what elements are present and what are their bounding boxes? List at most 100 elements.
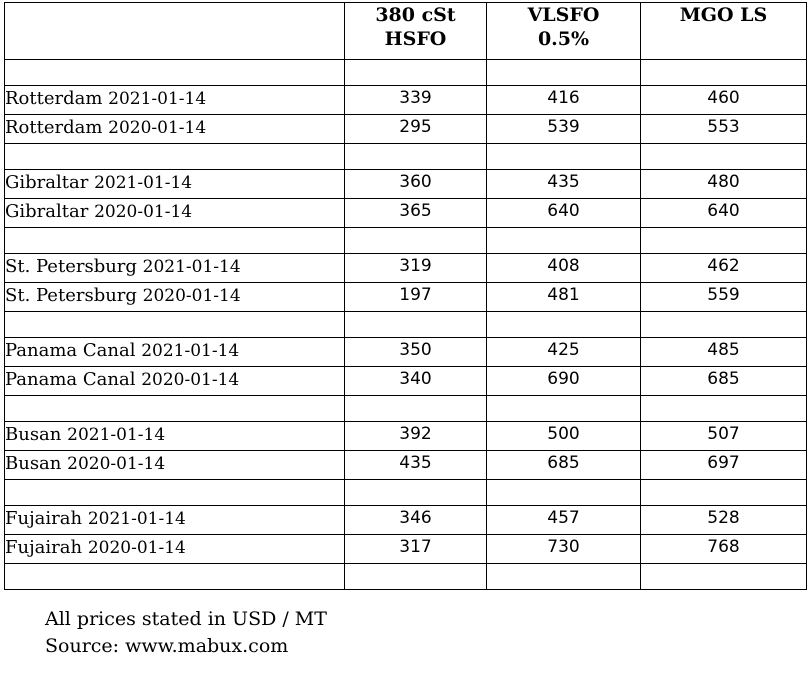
price-date: 2020-01-14 [141, 370, 240, 390]
price-date: 2020-01-14 [87, 538, 186, 558]
vlsfo-price-cell: 690 [486, 366, 641, 396]
hsfo-price-cell: 319 [344, 253, 487, 283]
mgo-price-cell: 528 [640, 505, 807, 535]
mgo-price-cell: 480 [640, 169, 807, 199]
hsfo-price-cell: 392 [344, 421, 487, 451]
table-row: Busan 2021-01-14 392 500 507 [4, 421, 807, 451]
price-date: 2021-01-14 [87, 509, 186, 529]
hsfo-price-cell: 197 [344, 282, 487, 312]
table-row: Busan 2020-01-14 435 685 697 [4, 450, 807, 480]
port-cell: Panama Canal 2021-01-14 [4, 337, 345, 367]
vlsfo-price-cell: 408 [486, 253, 641, 283]
mgo-price-cell: 485 [640, 337, 807, 367]
empty-cell [4, 59, 345, 86]
mgo-price-cell: 507 [640, 421, 807, 451]
table-row: Rotterdam 2021-01-14 339 416 460 [4, 85, 807, 115]
empty-cell [640, 59, 807, 86]
port-name: Busan [5, 424, 62, 445]
hsfo-price-cell: 295 [344, 114, 487, 144]
table-row: Gibraltar 2020-01-14 365 640 640 [4, 198, 807, 228]
header-vlsfo: VLSFO 0.5% [486, 2, 641, 60]
price-date: 2020-01-14 [142, 286, 241, 306]
header-mgo: MGO LS [640, 2, 807, 60]
port-cell: Gibraltar 2021-01-14 [4, 169, 345, 199]
port-name: Panama Canal [5, 369, 136, 390]
mgo-price-cell: 640 [640, 198, 807, 228]
port-name: Rotterdam [5, 117, 103, 138]
hsfo-price-cell: 346 [344, 505, 487, 535]
empty-cell [486, 59, 641, 86]
empty-cell [344, 395, 487, 422]
port-name: Gibraltar [5, 201, 89, 222]
port-cell: Fujairah 2021-01-14 [4, 505, 345, 535]
port-cell: Gibraltar 2020-01-14 [4, 198, 345, 228]
header-row: 380 cSt HSFO VLSFO 0.5% MGO LS [4, 2, 807, 60]
empty-cell [4, 563, 345, 590]
port-cell: Rotterdam 2020-01-14 [4, 114, 345, 144]
empty-cell [486, 563, 641, 590]
empty-cell [640, 479, 807, 506]
spacer-row [4, 143, 807, 170]
port-name: St. Petersburg [5, 256, 137, 277]
spacer-row [4, 395, 807, 422]
empty-cell [344, 311, 487, 338]
port-name: Gibraltar [5, 172, 89, 193]
hsfo-price-cell: 317 [344, 534, 487, 564]
vlsfo-price-cell: 685 [486, 450, 641, 480]
empty-cell [344, 563, 487, 590]
empty-cell [486, 479, 641, 506]
hsfo-price-cell: 365 [344, 198, 487, 228]
table-row: St. Petersburg 2020-01-14 197 481 559 [4, 282, 807, 312]
mgo-price-cell: 768 [640, 534, 807, 564]
price-table-container: 380 cSt HSFO VLSFO 0.5% MGO LS Rotterdam… [4, 2, 807, 590]
empty-cell [640, 227, 807, 254]
hsfo-price-cell: 360 [344, 169, 487, 199]
price-date: 2020-01-14 [108, 118, 207, 138]
port-cell: St. Petersburg 2020-01-14 [4, 282, 345, 312]
empty-cell [640, 395, 807, 422]
port-cell: Fujairah 2020-01-14 [4, 534, 345, 564]
port-name: St. Petersburg [5, 285, 137, 306]
empty-cell [4, 311, 345, 338]
hsfo-price-cell: 350 [344, 337, 487, 367]
empty-cell [344, 479, 487, 506]
price-date: 2021-01-14 [141, 341, 240, 361]
port-cell: Rotterdam 2021-01-14 [4, 85, 345, 115]
spacer-row [4, 563, 807, 590]
vlsfo-price-cell: 416 [486, 85, 641, 115]
mgo-price-cell: 697 [640, 450, 807, 480]
port-cell: Panama Canal 2020-01-14 [4, 366, 345, 396]
bunker-price-table: 380 cSt HSFO VLSFO 0.5% MGO LS Rotterdam… [4, 2, 807, 590]
price-date: 2021-01-14 [67, 425, 166, 445]
price-date: 2020-01-14 [94, 202, 193, 222]
vlsfo-price-cell: 435 [486, 169, 641, 199]
table-row: St. Petersburg 2021-01-14 319 408 462 [4, 253, 807, 283]
spacer-row [4, 311, 807, 338]
mgo-price-cell: 462 [640, 253, 807, 283]
header-port [4, 2, 345, 60]
port-cell: St. Petersburg 2021-01-14 [4, 253, 345, 283]
empty-cell [486, 395, 641, 422]
vlsfo-price-cell: 500 [486, 421, 641, 451]
port-name: Busan [5, 453, 62, 474]
empty-cell [4, 143, 345, 170]
table-row: Panama Canal 2021-01-14 350 425 485 [4, 337, 807, 367]
mgo-price-cell: 553 [640, 114, 807, 144]
price-date: 2021-01-14 [94, 173, 193, 193]
spacer-row [4, 227, 807, 254]
spacer-row [4, 59, 807, 86]
hsfo-price-cell: 435 [344, 450, 487, 480]
vlsfo-price-cell: 730 [486, 534, 641, 564]
empty-cell [344, 143, 487, 170]
price-date: 2021-01-14 [108, 89, 207, 109]
empty-cell [486, 143, 641, 170]
vlsfo-price-cell: 457 [486, 505, 641, 535]
table-row: Fujairah 2020-01-14 317 730 768 [4, 534, 807, 564]
hsfo-price-cell: 340 [344, 366, 487, 396]
mgo-price-cell: 685 [640, 366, 807, 396]
port-name: Panama Canal [5, 340, 136, 361]
price-date: 2020-01-14 [67, 454, 166, 474]
port-cell: Busan 2021-01-14 [4, 421, 345, 451]
empty-cell [4, 395, 345, 422]
empty-cell [640, 143, 807, 170]
